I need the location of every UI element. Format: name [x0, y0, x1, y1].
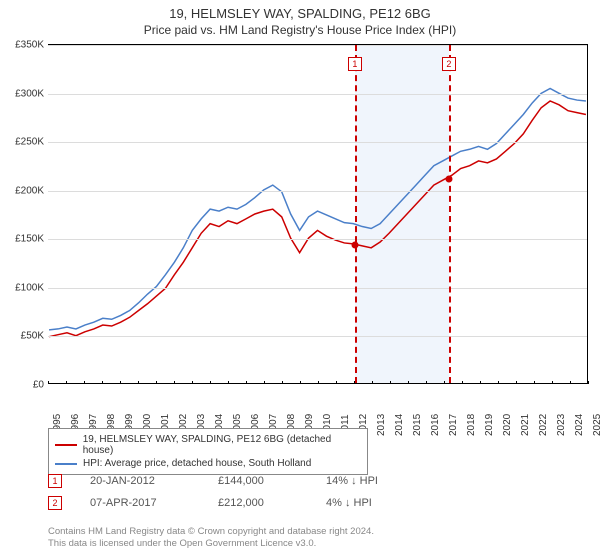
legend-swatch [55, 444, 77, 446]
sale-point-dot [351, 242, 358, 249]
x-axis-label: 2025 [592, 406, 600, 436]
sales-table: 1 20-JAN-2012 £144,000 14% ↓ HPI 2 07-APR-201… [48, 470, 416, 514]
sale-price: £144,000 [218, 475, 298, 487]
grid-line [48, 191, 587, 192]
x-axis-label: 2016 [430, 406, 441, 436]
x-axis-label: 2013 [376, 406, 387, 436]
x-axis-label: 2022 [538, 406, 549, 436]
legend-item: 19, HELMSLEY WAY, SPALDING, PE12 6BG (de… [55, 433, 361, 457]
x-tick [300, 381, 301, 384]
grid-line [48, 142, 587, 143]
x-tick [552, 381, 553, 384]
footer-line-2: This data is licensed under the Open Gov… [48, 538, 374, 550]
x-tick [588, 381, 589, 384]
x-tick [282, 381, 283, 384]
x-tick [516, 381, 517, 384]
sale-row: 1 20-JAN-2012 £144,000 14% ↓ HPI [48, 470, 416, 492]
x-tick [66, 381, 67, 384]
x-tick [246, 381, 247, 384]
x-tick [408, 381, 409, 384]
plot-area: £0£50K£100K£150K£200K£250K£300K£350K1995… [48, 44, 588, 384]
x-tick [210, 381, 211, 384]
x-tick [390, 381, 391, 384]
y-axis-label: £150K [2, 234, 44, 245]
marker-line [449, 45, 451, 383]
chart-container: 19, HELMSLEY WAY, SPALDING, PE12 6BG Pri… [0, 0, 600, 560]
x-axis-label: 2020 [502, 406, 513, 436]
chart-title: 19, HELMSLEY WAY, SPALDING, PE12 6BG [0, 0, 600, 21]
x-tick [426, 381, 427, 384]
legend-box: 19, HELMSLEY WAY, SPALDING, PE12 6BG (de… [48, 428, 368, 475]
series-line [49, 101, 586, 337]
x-tick [498, 381, 499, 384]
x-axis-label: 2014 [394, 406, 405, 436]
x-tick [462, 381, 463, 384]
x-tick [534, 381, 535, 384]
x-tick [120, 381, 121, 384]
x-axis-label: 2021 [520, 406, 531, 436]
x-axis-label: 2019 [484, 406, 495, 436]
legend-item: HPI: Average price, detached house, Sout… [55, 457, 361, 470]
sale-marker: 1 [48, 474, 62, 488]
x-tick [228, 381, 229, 384]
x-tick [444, 381, 445, 384]
x-tick [480, 381, 481, 384]
y-axis-label: £250K [2, 137, 44, 148]
y-axis-label: £300K [2, 88, 44, 99]
footer-line-1: Contains HM Land Registry data © Crown c… [48, 526, 374, 538]
footer-attribution: Contains HM Land Registry data © Crown c… [48, 526, 374, 550]
chart-subtitle: Price paid vs. HM Land Registry's House … [0, 21, 600, 41]
marker-label: 1 [348, 57, 362, 71]
x-tick [138, 381, 139, 384]
sale-diff: 4% ↓ HPI [326, 497, 416, 509]
x-tick [318, 381, 319, 384]
marker-line [355, 45, 357, 383]
grid-line [48, 336, 587, 337]
line-layer [48, 45, 587, 383]
grid-line [48, 94, 587, 95]
x-tick [102, 381, 103, 384]
sale-marker: 2 [48, 496, 62, 510]
y-axis-label: £350K [2, 40, 44, 51]
sale-price: £212,000 [218, 497, 298, 509]
x-tick [174, 381, 175, 384]
x-axis-label: 2023 [556, 406, 567, 436]
x-axis-label: 2015 [412, 406, 423, 436]
x-tick [336, 381, 337, 384]
x-tick [48, 381, 49, 384]
x-tick [192, 381, 193, 384]
x-axis-label: 2017 [448, 406, 459, 436]
grid-line [48, 239, 587, 240]
sale-point-dot [445, 176, 452, 183]
x-tick [372, 381, 373, 384]
y-axis-label: £50K [2, 331, 44, 342]
marker-label: 2 [442, 57, 456, 71]
x-axis-label: 2024 [574, 406, 585, 436]
y-axis-label: £100K [2, 282, 44, 293]
y-axis-label: £200K [2, 185, 44, 196]
x-tick [84, 381, 85, 384]
sale-diff: 14% ↓ HPI [326, 475, 416, 487]
sale-row: 2 07-APR-2017 £212,000 4% ↓ HPI [48, 492, 416, 514]
grid-line [48, 288, 587, 289]
x-tick [570, 381, 571, 384]
sale-date: 07-APR-2017 [90, 497, 190, 509]
legend-swatch [55, 463, 77, 465]
series-line [49, 88, 586, 329]
x-tick [156, 381, 157, 384]
sale-date: 20-JAN-2012 [90, 475, 190, 487]
x-tick [264, 381, 265, 384]
y-axis-label: £0 [2, 380, 44, 391]
x-axis-label: 2018 [466, 406, 477, 436]
legend-label: 19, HELMSLEY WAY, SPALDING, PE12 6BG (de… [83, 434, 361, 456]
grid-line [48, 45, 587, 46]
legend-label: HPI: Average price, detached house, Sout… [83, 458, 311, 469]
